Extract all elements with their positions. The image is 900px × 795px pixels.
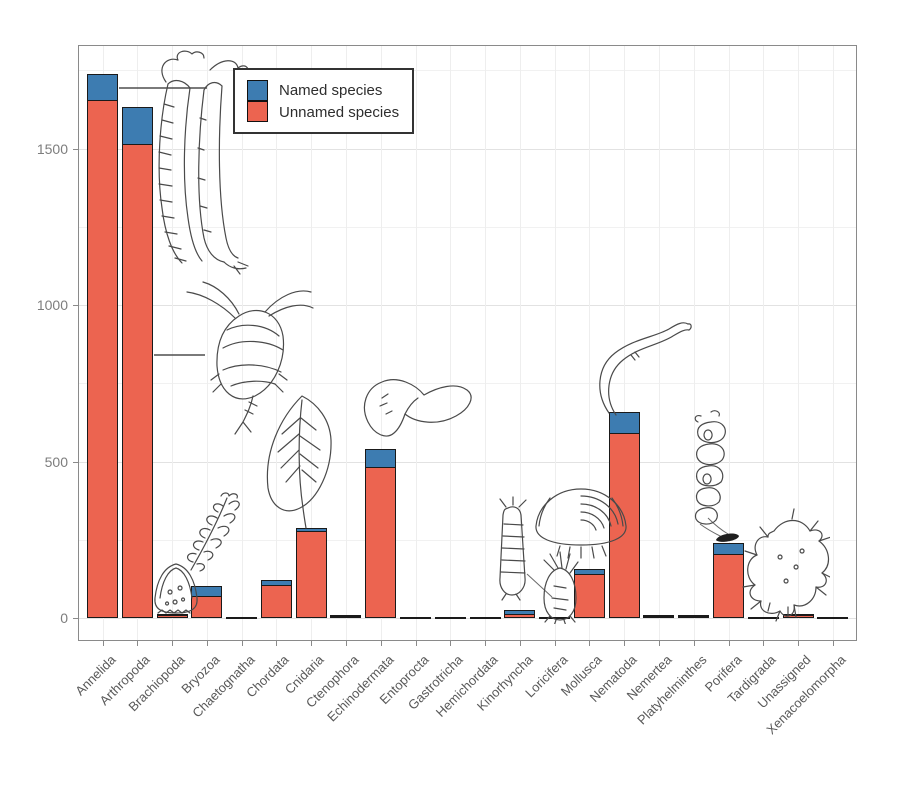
x-axis-tick bbox=[554, 641, 556, 646]
gridline-category bbox=[415, 46, 417, 640]
gridline-category bbox=[658, 46, 660, 640]
gridline-category bbox=[554, 46, 556, 640]
gridline-category bbox=[380, 46, 382, 640]
gridline-category bbox=[693, 46, 695, 640]
y-axis-label: 1000 bbox=[36, 297, 68, 313]
bar-named-xenacoelomorpha bbox=[817, 617, 849, 619]
x-axis-tick bbox=[311, 641, 313, 646]
x-axis-tick bbox=[276, 641, 278, 646]
bar-named-entoprocta bbox=[400, 616, 432, 619]
gridline-category bbox=[832, 46, 834, 640]
x-axis-tick bbox=[832, 641, 834, 646]
gridline-major bbox=[79, 305, 856, 306]
gridline-major bbox=[79, 618, 856, 619]
bar-named-brachiopoda bbox=[156, 613, 188, 616]
x-axis-tick bbox=[450, 641, 452, 646]
bar-named-unassigned bbox=[782, 613, 814, 616]
bar-named-platyhelminthes bbox=[678, 615, 710, 618]
x-axis-tick bbox=[241, 641, 243, 646]
bar-unnamed-bryozoa bbox=[191, 596, 223, 618]
x-axis-tick bbox=[728, 641, 730, 646]
bar-named-chordata bbox=[260, 579, 292, 587]
x-axis-tick bbox=[798, 641, 800, 646]
bar-named-loricifera bbox=[539, 617, 571, 619]
x-axis-tick bbox=[763, 641, 765, 646]
bar-unnamed-nematoda bbox=[608, 433, 640, 618]
gridline-major bbox=[79, 461, 856, 463]
bar-named-gastrotricha bbox=[434, 617, 466, 619]
bar-named-ctenophora bbox=[330, 615, 362, 618]
y-axis-label: 1500 bbox=[36, 140, 68, 157]
x-axis-tick bbox=[380, 641, 382, 646]
x-axis-tick bbox=[345, 641, 347, 646]
gridline-minor bbox=[79, 70, 856, 72]
bar-unnamed-arthropoda bbox=[121, 143, 153, 618]
bar-unnamed-chordata bbox=[260, 585, 292, 618]
bar-unnamed-cnidaria bbox=[295, 530, 327, 618]
y-axis-tick bbox=[73, 148, 78, 150]
y-axis-label: 0 bbox=[60, 610, 68, 626]
bar-named-hemichordata bbox=[469, 617, 501, 619]
gridline-category bbox=[450, 46, 452, 640]
x-axis-tick bbox=[519, 641, 521, 646]
legend-row: Unnamed species bbox=[247, 101, 399, 123]
bar-unnamed-mollusca bbox=[573, 573, 605, 618]
gridline-major bbox=[79, 148, 856, 150]
gridline-category bbox=[728, 46, 730, 640]
legend-label: Unnamed species bbox=[279, 103, 400, 121]
x-axis-tick bbox=[658, 641, 660, 646]
bar-named-nematoda bbox=[608, 412, 640, 434]
gridline-category bbox=[345, 46, 347, 640]
bar-named-mollusca bbox=[573, 568, 605, 575]
gridline-category bbox=[798, 46, 800, 640]
gridline-category bbox=[519, 46, 521, 640]
bar-named-porifera bbox=[713, 543, 745, 555]
x-axis-tick bbox=[206, 641, 208, 646]
y-axis-tick bbox=[73, 305, 78, 306]
gridline-category bbox=[172, 46, 174, 640]
gridline-category bbox=[206, 46, 208, 640]
legend-label: Named species bbox=[279, 81, 383, 99]
x-axis-tick bbox=[693, 641, 695, 646]
y-axis-tick bbox=[73, 461, 78, 463]
gridline-minor bbox=[79, 383, 856, 385]
bar-named-chaetognatha bbox=[226, 616, 258, 619]
gridline-category bbox=[485, 46, 487, 640]
bar-unnamed-echinodermata bbox=[365, 466, 397, 618]
x-axis-tick bbox=[172, 641, 174, 646]
gridline-category bbox=[763, 46, 765, 640]
y-axis-label: 500 bbox=[44, 453, 68, 470]
bar-named-cnidaria bbox=[295, 527, 327, 532]
gridline-category bbox=[241, 46, 243, 640]
bar-named-bryozoa bbox=[191, 586, 223, 598]
legend: Named species Unnamed species bbox=[233, 68, 415, 134]
x-axis-tick bbox=[624, 641, 626, 646]
bar-named-tardigrada bbox=[747, 617, 779, 619]
gridline-category bbox=[311, 46, 313, 640]
bar-named-arthropoda bbox=[121, 107, 153, 145]
bar-named-nemertea bbox=[643, 615, 675, 618]
x-axis-tick bbox=[589, 641, 591, 646]
gridline-category bbox=[589, 46, 591, 640]
legend-swatch-icon bbox=[247, 79, 268, 101]
bar-unnamed-porifera bbox=[713, 553, 745, 618]
x-axis-tick bbox=[485, 641, 487, 646]
x-axis-tick bbox=[102, 641, 104, 646]
bar-named-kinorhyncha bbox=[504, 609, 536, 615]
legend-row: Named species bbox=[247, 79, 399, 101]
bar-unnamed-annelida bbox=[87, 99, 118, 618]
gridline-category bbox=[276, 46, 278, 640]
x-axis-tick bbox=[137, 641, 139, 646]
x-axis-tick bbox=[415, 641, 417, 646]
bar-named-annelida bbox=[87, 74, 118, 101]
gridline-minor bbox=[79, 226, 856, 228]
gridline-minor bbox=[79, 539, 856, 541]
y-axis-tick bbox=[73, 618, 78, 619]
bar-named-echinodermata bbox=[365, 449, 397, 468]
legend-swatch-icon bbox=[247, 101, 268, 122]
